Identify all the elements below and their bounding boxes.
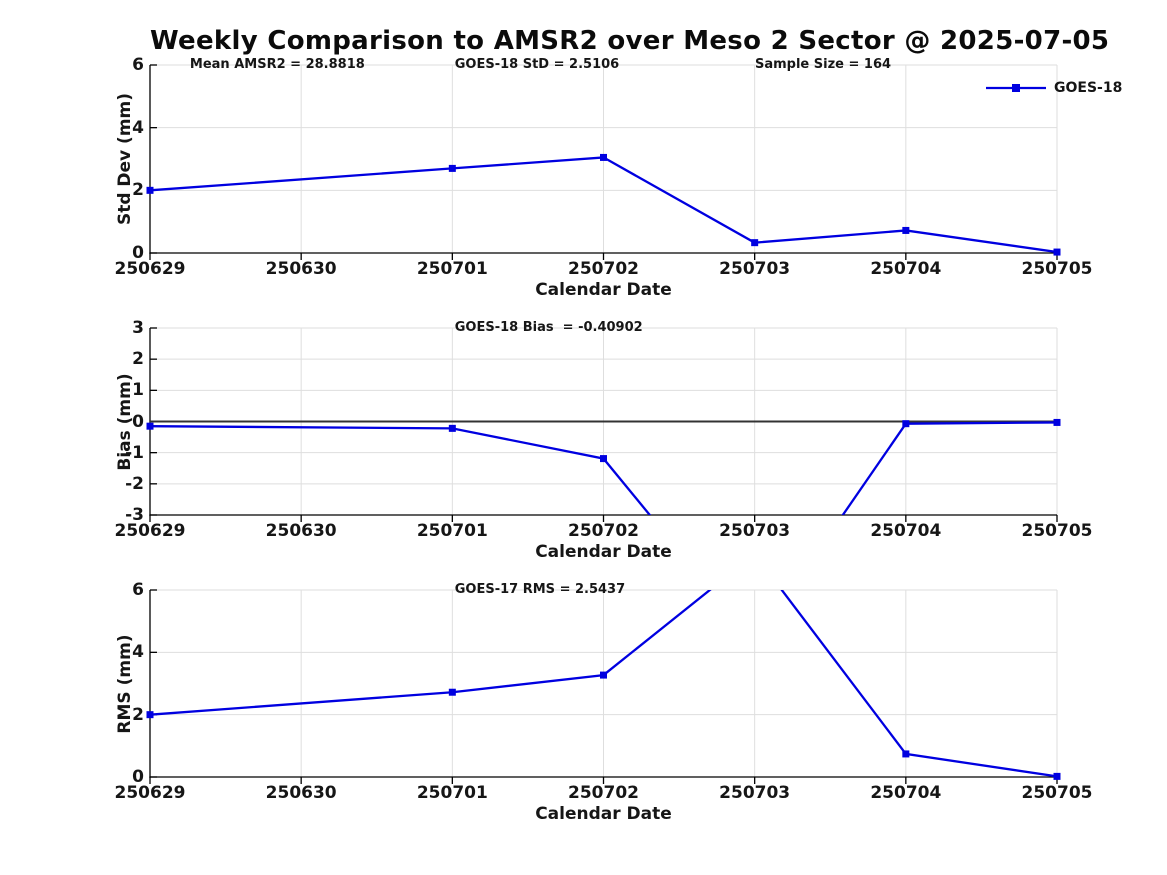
panel-annotation: GOES-18 Bias = -0.40902 <box>454 320 643 335</box>
figure-title: Weekly Comparison to AMSR2 over Meso 2 S… <box>150 26 1110 56</box>
x-axis-label: Calendar Date <box>535 542 672 562</box>
data-point-marker <box>1053 248 1061 256</box>
y-tick-label: 6 <box>132 580 144 600</box>
series-line <box>149 590 1058 777</box>
panel-annotation: GOES-17 RMS = 2.5437 <box>454 582 626 597</box>
y-axis-label: RMS (mm) <box>115 633 135 734</box>
y-axis-label: Std Dev (mm) <box>115 92 135 226</box>
data-point-marker <box>600 153 607 161</box>
x-tick-label: 250702 <box>568 783 639 803</box>
series-line <box>149 156 1058 253</box>
x-tick-label: 250705 <box>1021 521 1093 541</box>
y-tick-label: 6 <box>132 55 144 75</box>
x-tick-label: 250704 <box>870 783 942 803</box>
data-point-marker <box>146 422 154 430</box>
x-tick-label: 250629 <box>114 521 186 541</box>
x-tick-label: 250704 <box>870 259 942 279</box>
x-tick-label: 250630 <box>265 259 337 279</box>
y-tick-label: 2 <box>132 180 144 201</box>
data-point-marker <box>448 688 456 696</box>
x-tick-label: 250704 <box>870 521 942 541</box>
x-axis-label: Calendar Date <box>535 804 672 824</box>
data-point-marker <box>1053 418 1061 426</box>
x-tick-label: 250702 <box>568 259 639 279</box>
legend-label: GOES-18 <box>1054 80 1123 96</box>
panel-annotation: Sample Size = 164 <box>754 57 892 72</box>
series-line <box>149 421 1058 515</box>
data-point-marker <box>902 226 910 234</box>
legend-marker <box>1012 84 1020 92</box>
x-tick-label: 250701 <box>416 259 488 279</box>
data-point-marker <box>1053 772 1061 780</box>
x-tick-label: 250702 <box>568 521 639 541</box>
y-tick-label: 3 <box>132 318 144 338</box>
x-tick-label: 250705 <box>1021 259 1093 279</box>
x-tick-label: 250701 <box>416 783 488 803</box>
x-tick-label: 250629 <box>114 783 186 803</box>
data-point-marker <box>600 455 607 463</box>
panel-annotation: Mean AMSR2 = 28.8818 <box>189 57 365 72</box>
data-point-marker <box>600 671 607 679</box>
x-tick-label: 250629 <box>114 259 186 279</box>
y-tick-label: 2 <box>132 704 144 725</box>
data-point-marker <box>448 424 456 432</box>
data-point-marker <box>146 186 154 194</box>
x-tick-label: 250703 <box>719 521 791 541</box>
y-tick-label: 4 <box>132 642 144 663</box>
x-tick-label: 250630 <box>265 783 337 803</box>
y-tick-label: 0 <box>132 411 144 432</box>
x-tick-label: 250705 <box>1021 783 1093 803</box>
x-tick-label: 250630 <box>265 521 337 541</box>
x-tick-label: 250703 <box>719 783 791 803</box>
y-tick-label: -1 <box>125 442 144 463</box>
data-point-marker <box>902 750 910 758</box>
x-tick-label: 250703 <box>719 259 791 279</box>
x-tick-label: 250701 <box>416 521 488 541</box>
y-tick-label: 4 <box>132 117 144 138</box>
panel-annotation: GOES-18 StD = 2.5106 <box>454 57 620 72</box>
y-tick-label: 0 <box>132 243 144 263</box>
y-axis-label: Bias (mm) <box>115 372 135 471</box>
data-point-marker <box>751 239 759 247</box>
data-point-marker <box>902 420 910 428</box>
y-tick-label: -3 <box>125 505 144 525</box>
y-tick-label: 0 <box>132 767 144 787</box>
y-tick-label: 2 <box>132 349 144 370</box>
data-point-marker <box>448 164 456 172</box>
y-tick-label: 1 <box>132 380 144 401</box>
y-tick-label: -2 <box>125 473 144 494</box>
x-axis-label: Calendar Date <box>535 280 672 300</box>
data-point-marker <box>146 711 154 719</box>
